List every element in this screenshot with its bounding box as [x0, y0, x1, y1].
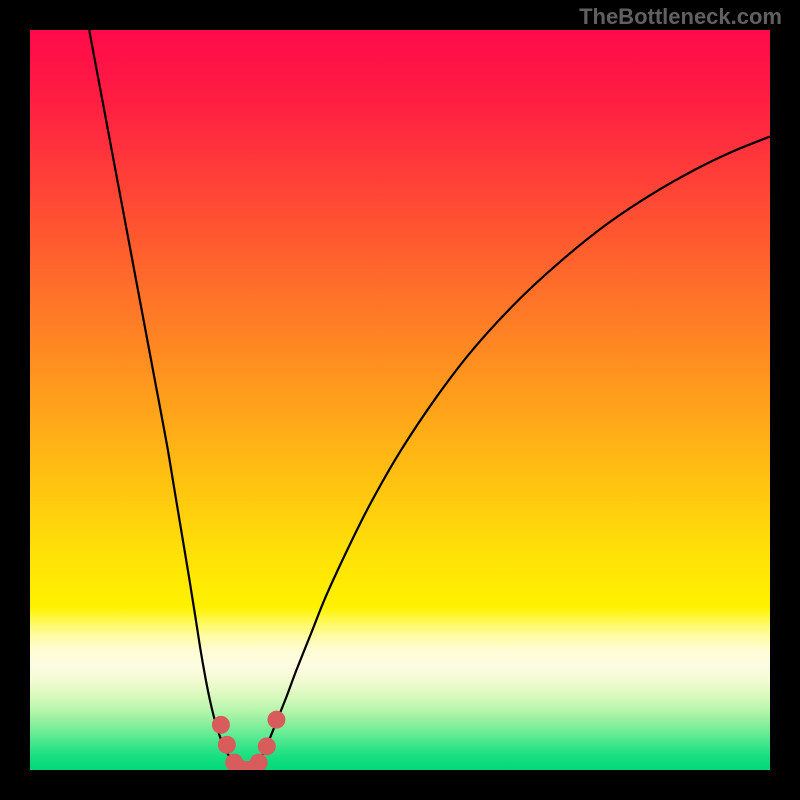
plot-area — [30, 30, 770, 770]
optimal-marker — [267, 711, 285, 729]
optimal-marker — [218, 736, 236, 754]
optimal-marker — [250, 754, 268, 770]
bottleneck-curve-right — [247, 137, 770, 770]
chart-container: TheBottleneck.com — [0, 0, 800, 800]
optimal-marker — [258, 737, 276, 755]
bottleneck-curve-left — [89, 30, 247, 770]
curve-layer — [30, 30, 770, 770]
optimal-marker — [212, 716, 230, 734]
watermark-text: TheBottleneck.com — [579, 4, 782, 30]
